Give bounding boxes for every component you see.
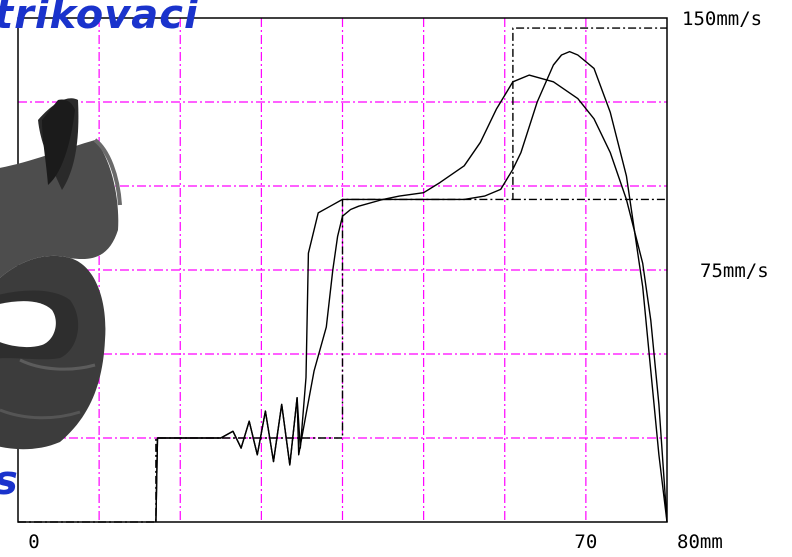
title-fragment: trikovaci [0,0,199,38]
y-tick-label-0: 150mm/s [682,8,762,30]
series-line-3 [155,74,668,523]
tick-labels: 0 70 80mm 150mm/s 75mm/s [28,8,768,553]
series-line-2 [155,50,668,523]
x-tick-label-2: 80mm [677,531,723,553]
corner-text-fragment: s [0,458,18,504]
data-series [18,27,668,523]
x-tick-label-0: 0 [28,531,39,553]
x-tick-label-1: 70 [574,531,597,553]
rope-clamp-photo [0,98,122,450]
y-tick-label-1: 75mm/s [700,260,769,282]
